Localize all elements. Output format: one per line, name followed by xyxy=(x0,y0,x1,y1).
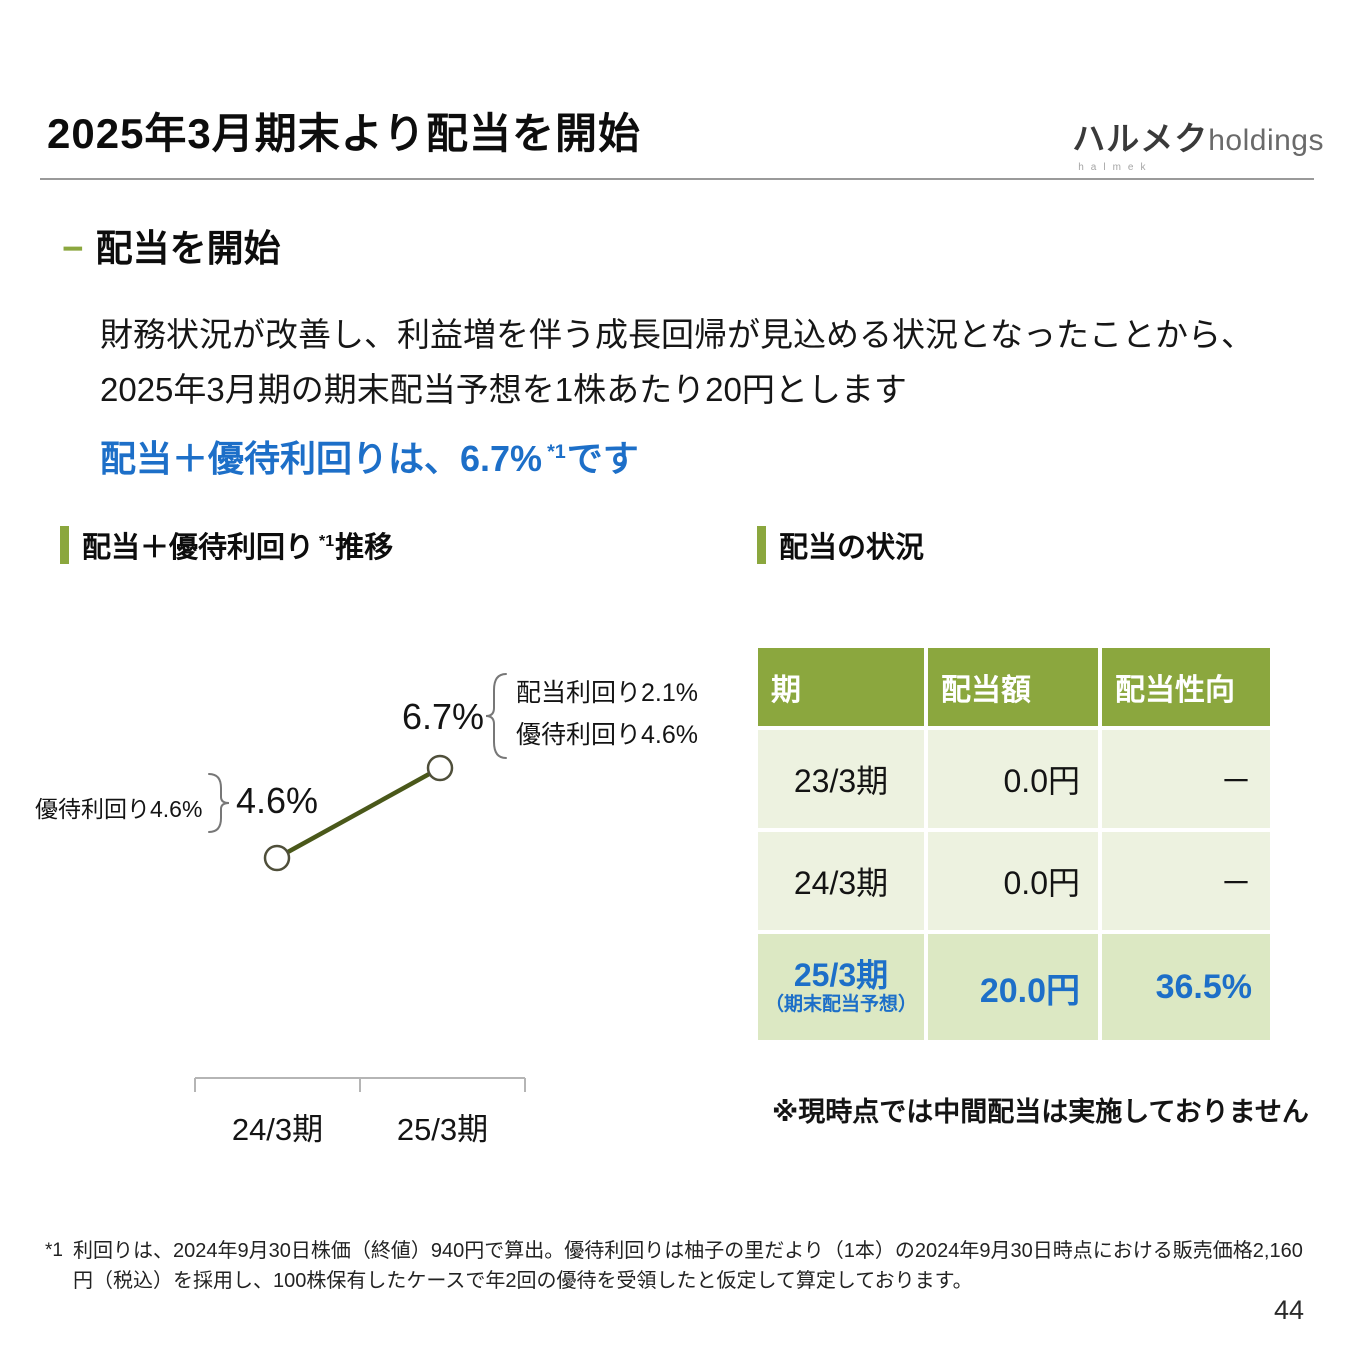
page-number: 44 xyxy=(1273,1295,1304,1325)
left-brace-icon xyxy=(208,773,230,833)
cell-period: 24/3期 xyxy=(758,832,924,930)
chart-section-header: 配当＋優待利回り *1推移 xyxy=(60,524,393,566)
chart-section-title: 配当＋優待利回り *1推移 xyxy=(82,524,393,566)
chart-canvas xyxy=(194,673,526,1092)
green-bar-icon xyxy=(60,526,69,564)
logo-brand-en: holdings xyxy=(1208,124,1324,157)
table-section-title: 配当の状況 xyxy=(779,532,925,564)
cell-payout: 36.5% xyxy=(1102,934,1270,1040)
data-point-24-3 xyxy=(263,844,291,872)
x-tick-label-25-3: 25/3期 xyxy=(396,1112,489,1147)
slide-title: 2025年3月期末より配当を開始 xyxy=(47,110,641,157)
cell-period: 25/3期 （期末配当予想） xyxy=(758,934,924,1040)
intro-highlight: 配当＋優待利回りは、6.7% *1です xyxy=(100,430,1254,482)
intro-section: − 配当を開始 財務状況が改善し、利益増を伴う成長回帰が見込める状況となったこと… xyxy=(62,218,1254,482)
highlight-footnote-ref: *1 xyxy=(547,440,566,463)
annotation-dividend-yield: 配当利回り2.1% xyxy=(516,679,698,707)
table-header-row: 期 配当額 配当性向 xyxy=(758,648,1270,726)
cell-amount: 20.0円 xyxy=(928,934,1098,1040)
cell-amount: 0.0円 xyxy=(928,832,1098,930)
x-axis xyxy=(194,1077,526,1092)
footnote-text: 利回りは、2024年9月30日株価（終値）940円で算出。優待利回りは柚子の里だ… xyxy=(72,1240,1303,1292)
value-label-24-3: 4.6% xyxy=(236,780,319,821)
yield-line-chart: 優待利回り4.6% 4.6% 6.7% 配当利回り2.1% 優待利回り4.6% … xyxy=(30,600,730,1160)
intro-body-line1: 財務状況が改善し、利益増を伴う成長回帰が見込める状況となったことから、 xyxy=(100,316,1255,353)
logo-subtext: halmek xyxy=(1078,162,1153,173)
intro-body: 財務状況が改善し、利益増を伴う成長回帰が見込める状況となったことから、 2025… xyxy=(100,308,1254,418)
table-row-forecast: 25/3期 （期末配当予想） 20.0円 36.5% xyxy=(758,934,1270,1040)
green-bar-icon xyxy=(757,526,766,564)
table-row: 24/3期 0.0円 － xyxy=(758,832,1270,930)
logo-wordmark: ハルメク holdings xyxy=(1072,112,1324,160)
footnote: *1 利回りは、2024年9月30日株価（終値）940円で算出。優待利回りは柚子… xyxy=(45,1236,1317,1296)
title-divider xyxy=(40,178,1314,180)
annotation-benefit-yield: 優待利回り4.6% xyxy=(35,796,203,822)
data-point-25-3 xyxy=(426,754,454,782)
highlight-pre: 配当＋優待利回りは、6.7% xyxy=(100,437,543,479)
cell-amount: 0.0円 xyxy=(928,730,1098,828)
annotation-breakdown: 配当利回り2.1% 優待利回り4.6% xyxy=(516,672,698,756)
chart-title-footnote-ref: *1 xyxy=(319,533,335,551)
footnote-marker: *1 xyxy=(45,1240,63,1261)
right-brace-icon xyxy=(485,673,507,759)
highlight-post: です xyxy=(566,437,639,479)
logo-brand-jp: ハルメク xyxy=(1072,120,1209,157)
cell-period: 23/3期 xyxy=(758,730,924,828)
cell-period-main: 25/3期 xyxy=(793,957,889,994)
company-logo: ハルメク holdings halmek xyxy=(1072,112,1324,173)
value-label-25-3: 6.7% xyxy=(402,696,485,737)
green-dash-icon: − xyxy=(62,228,84,269)
table-header-period: 期 xyxy=(758,648,924,726)
cell-period-sub: （期末配当予想） xyxy=(764,994,917,1015)
table-row: 23/3期 0.0円 － xyxy=(758,730,1270,828)
intro-heading: − 配当を開始 xyxy=(62,218,1254,272)
dividend-table: 期 配当額 配当性向 23/3期 0.0円 － 24/3期 0.0円 － 25/… xyxy=(758,648,1270,1044)
cell-payout: － xyxy=(1102,832,1270,930)
table-section-header: 配当の状況 xyxy=(757,524,924,566)
table-header-payout: 配当性向 xyxy=(1102,648,1270,726)
trend-line xyxy=(275,766,442,860)
cell-payout: － xyxy=(1102,730,1270,828)
table-header-amount: 配当額 xyxy=(928,648,1098,726)
intro-body-line2: 2025年3月期の期末配当予想を1株あたり20円とします xyxy=(100,370,907,408)
annotation-benefit-yield-2: 優待利回り4.6% xyxy=(516,721,698,749)
chart-title-post: 推移 xyxy=(335,532,394,564)
chart-title-pre: 配当＋優待利回り xyxy=(82,532,315,564)
table-note: ※現時点では中間配当は実施しておりません xyxy=(772,1097,1309,1127)
intro-heading-text: 配当を開始 xyxy=(95,228,281,269)
x-tick-label-24-3: 24/3期 xyxy=(231,1112,324,1147)
